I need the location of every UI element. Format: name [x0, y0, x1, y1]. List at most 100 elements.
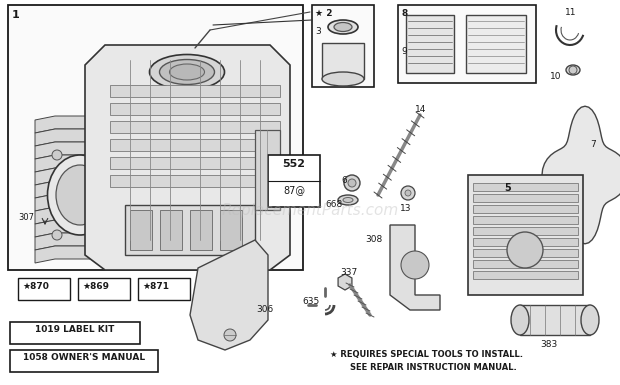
Ellipse shape: [56, 165, 104, 225]
Circle shape: [401, 186, 415, 200]
Ellipse shape: [581, 305, 599, 335]
Text: ★870: ★870: [22, 282, 49, 291]
Polygon shape: [390, 225, 440, 310]
Circle shape: [344, 175, 360, 191]
Text: 1: 1: [12, 10, 20, 20]
Text: 383: 383: [540, 340, 557, 349]
Text: 337: 337: [340, 268, 357, 277]
Bar: [466, 15, 526, 73]
Bar: [190, 210, 212, 250]
Polygon shape: [35, 155, 115, 172]
Bar: [160, 210, 182, 250]
Text: 552: 552: [283, 159, 306, 169]
Text: ReplacementParts.com: ReplacementParts.com: [221, 203, 399, 218]
Bar: [110, 103, 280, 115]
Text: 635: 635: [302, 297, 319, 306]
Bar: [8, 5, 303, 270]
Ellipse shape: [566, 65, 580, 75]
Bar: [473, 194, 578, 202]
Polygon shape: [85, 45, 290, 270]
Bar: [125, 205, 255, 255]
Bar: [255, 130, 280, 210]
Text: 87@: 87@: [283, 185, 305, 195]
Ellipse shape: [338, 195, 358, 205]
Circle shape: [507, 232, 543, 268]
Ellipse shape: [169, 64, 205, 80]
Polygon shape: [35, 181, 115, 198]
Text: ★ REQUIRES SPECIAL TOOLS TO INSTALL.: ★ REQUIRES SPECIAL TOOLS TO INSTALL.: [330, 350, 523, 359]
Text: 668: 668: [325, 200, 342, 209]
Bar: [473, 260, 578, 268]
Polygon shape: [35, 246, 115, 263]
Polygon shape: [35, 168, 115, 185]
Bar: [78, 278, 130, 300]
Text: 1058 OWNER'S MANUAL: 1058 OWNER'S MANUAL: [23, 353, 145, 362]
Text: 7: 7: [590, 140, 596, 149]
Ellipse shape: [159, 60, 215, 84]
Text: 306: 306: [256, 305, 273, 314]
Circle shape: [98, 230, 108, 240]
Bar: [473, 249, 578, 257]
Bar: [473, 216, 578, 224]
Bar: [473, 227, 578, 235]
Bar: [406, 15, 454, 73]
Text: 14: 14: [415, 105, 427, 114]
Text: ★869: ★869: [82, 282, 109, 291]
Ellipse shape: [269, 162, 287, 187]
Ellipse shape: [149, 55, 224, 89]
Text: 10: 10: [550, 72, 562, 81]
Circle shape: [405, 190, 411, 196]
Bar: [10, 322, 140, 344]
Bar: [110, 121, 280, 133]
Polygon shape: [35, 220, 115, 237]
Text: 308: 308: [365, 235, 383, 244]
Bar: [10, 350, 158, 372]
Polygon shape: [35, 233, 115, 250]
Bar: [398, 5, 536, 83]
Bar: [473, 205, 578, 213]
Bar: [520, 305, 590, 335]
Circle shape: [52, 230, 62, 240]
Bar: [138, 278, 190, 300]
Circle shape: [224, 329, 236, 341]
Bar: [220, 210, 242, 250]
Bar: [468, 175, 583, 295]
Bar: [18, 278, 70, 300]
Polygon shape: [542, 106, 620, 244]
Polygon shape: [35, 129, 115, 146]
Bar: [130, 210, 152, 250]
Text: 8: 8: [401, 9, 407, 18]
Text: ★ 2: ★ 2: [315, 9, 332, 18]
Circle shape: [348, 179, 356, 187]
Text: 307: 307: [18, 213, 34, 222]
Polygon shape: [35, 207, 115, 224]
Text: 13: 13: [400, 204, 412, 213]
Text: 6: 6: [341, 176, 347, 185]
Text: ★871: ★871: [142, 282, 169, 291]
Bar: [268, 155, 320, 207]
Polygon shape: [35, 194, 115, 211]
Ellipse shape: [511, 305, 529, 335]
Polygon shape: [190, 240, 268, 350]
Circle shape: [52, 150, 62, 160]
Bar: [473, 238, 578, 246]
Text: 11: 11: [565, 8, 577, 17]
Ellipse shape: [322, 72, 364, 86]
Text: 5: 5: [505, 183, 511, 193]
Ellipse shape: [334, 22, 352, 32]
Bar: [110, 157, 280, 169]
Text: SEE REPAIR INSTRUCTION MANUAL.: SEE REPAIR INSTRUCTION MANUAL.: [350, 363, 516, 372]
Ellipse shape: [48, 155, 112, 235]
Polygon shape: [35, 142, 115, 159]
Circle shape: [401, 251, 429, 279]
Bar: [473, 183, 578, 191]
Bar: [110, 139, 280, 151]
Bar: [110, 175, 280, 187]
Circle shape: [98, 150, 108, 160]
Polygon shape: [35, 116, 115, 133]
Text: 1019 LABEL KIT: 1019 LABEL KIT: [35, 325, 115, 334]
Bar: [312, 5, 374, 87]
Text: 9: 9: [401, 47, 407, 56]
Circle shape: [569, 66, 577, 74]
Bar: [110, 85, 280, 97]
